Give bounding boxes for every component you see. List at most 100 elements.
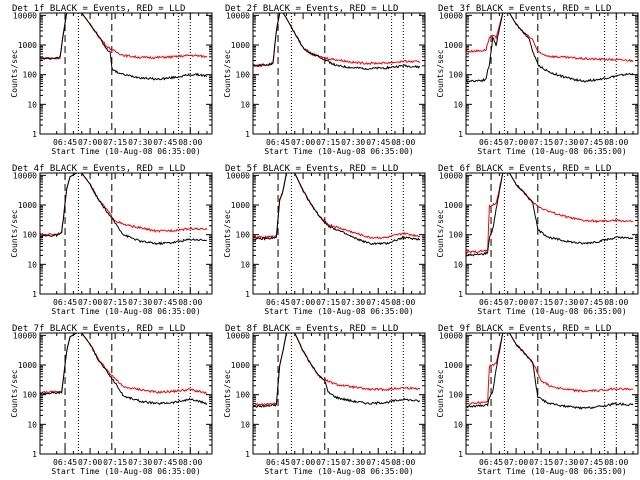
lld-series-line: [253, 13, 421, 68]
y-tick-label: 100: [236, 71, 251, 80]
y-tick-label: 100: [23, 71, 38, 80]
x-tick-label: 06:45: [479, 458, 503, 467]
y-tick-label: 1: [245, 290, 250, 299]
y-tick-label: 1000: [231, 201, 250, 210]
detector-panel: Det_5f BLACK = Events, RED = LLD 1 10 100 10…: [223, 164, 426, 316]
x-tick-label: 07:00: [291, 298, 315, 307]
x-axis-label: Start Time (10-Aug-08 06:35:00): [264, 467, 413, 476]
events-series-line: [253, 13, 421, 71]
y-tick-label: 1: [458, 130, 463, 139]
y-tick-label: 100: [236, 391, 251, 400]
events-series-line: [466, 333, 634, 411]
x-tick-label: 07:30: [341, 458, 365, 467]
x-tick-label: 08:00: [604, 458, 628, 467]
y-tick-label: 1: [458, 450, 463, 459]
lld-series-line: [466, 173, 634, 255]
panel-title: Det_1f BLACK = Events, RED = LLD: [12, 4, 185, 14]
detector-panel: Det_3f BLACK = Events, RED = LLD 1 10 100 10…: [436, 4, 639, 156]
y-tick-label: 10000: [13, 331, 37, 340]
x-tick-label: 06:45: [53, 138, 77, 147]
y-tick-label: 1000: [231, 41, 250, 50]
x-tick-label: 06:45: [479, 298, 503, 307]
x-tick-label: 07:30: [128, 138, 152, 147]
detector-panel: Det_9f BLACK = Events, RED = LLD 1 10 100 10…: [436, 324, 639, 476]
x-tick-label: 08:00: [604, 138, 628, 147]
x-tick-label: 07:00: [78, 138, 102, 147]
y-tick-label: 100: [449, 71, 464, 80]
x-tick-label: 07:45: [366, 298, 390, 307]
x-tick-label: 07:15: [529, 298, 553, 307]
plot-frame: [465, 172, 639, 295]
panel-title: Det_9f BLACK = Events, RED = LLD: [438, 324, 611, 334]
x-tick-label: 06:45: [266, 458, 290, 467]
y-tick-label: 1000: [231, 361, 250, 370]
detector-panel: Det_7f BLACK = Events, RED = LLD 1 10 100 10…: [10, 324, 213, 476]
x-axis-label: Start Time (10-Aug-08 06:35:00): [51, 147, 200, 156]
x-tick-label: 06:45: [266, 298, 290, 307]
y-tick-label: 10: [240, 100, 250, 109]
x-tick-label: 07:15: [529, 458, 553, 467]
y-axis-label: Counts/sec: [436, 369, 445, 417]
x-tick-label: 06:45: [479, 138, 503, 147]
y-tick-label: 1: [458, 290, 463, 299]
plot-frame: [252, 332, 426, 455]
x-tick-label: 07:15: [103, 298, 127, 307]
y-tick-label: 100: [236, 231, 251, 240]
detector-panel: Det_6f BLACK = Events, RED = LLD 1 10 100 10…: [436, 164, 639, 316]
x-axis-label: Start Time (10-Aug-08 06:35:00): [51, 467, 200, 476]
x-tick-label: 07:30: [341, 298, 365, 307]
y-tick-label: 10000: [13, 11, 37, 20]
x-axis-label: Start Time (10-Aug-08 06:35:00): [477, 147, 626, 156]
panel-title: Det_4f BLACK = Events, RED = LLD: [12, 164, 185, 174]
x-tick-label: 07:00: [504, 298, 528, 307]
events-series-line: [253, 173, 421, 246]
x-tick-label: 07:00: [78, 298, 102, 307]
x-tick-label: 07:00: [291, 138, 315, 147]
detector-panel: Det_2f BLACK = Events, RED = LLD 1 10 100 10…: [223, 4, 426, 156]
y-axis-label: Counts/sec: [223, 209, 232, 257]
y-tick-label: 10000: [439, 331, 463, 340]
y-tick-label: 10: [240, 420, 250, 429]
detector-panel: Det_4f BLACK = Events, RED = LLD 1 10 100 10…: [10, 164, 213, 316]
plot-frame: [252, 172, 426, 295]
x-tick-label: 06:45: [53, 298, 77, 307]
detector-panel: Det_8f BLACK = Events, RED = LLD 1 10 100 10…: [223, 324, 426, 476]
x-tick-label: 08:00: [178, 138, 202, 147]
x-tick-label: 07:45: [366, 458, 390, 467]
y-tick-label: 100: [449, 231, 464, 240]
x-tick-label: 07:45: [579, 298, 603, 307]
x-tick-label: 07:15: [316, 458, 340, 467]
x-tick-label: 07:30: [554, 138, 578, 147]
detector-panel: Det_1f BLACK = Events, RED = LLD 1 10 100 10…: [10, 4, 213, 156]
x-tick-label: 07:00: [291, 458, 315, 467]
y-tick-label: 10000: [439, 171, 463, 180]
x-axis-label: Start Time (10-Aug-08 06:35:00): [264, 147, 413, 156]
x-axis-label: Start Time (10-Aug-08 06:35:00): [477, 467, 626, 476]
panel-title: Det_5f BLACK = Events, RED = LLD: [225, 164, 398, 174]
x-tick-label: 07:30: [341, 138, 365, 147]
x-tick-label: 07:45: [579, 138, 603, 147]
x-tick-label: 08:00: [178, 458, 202, 467]
panel-title: Det_2f BLACK = Events, RED = LLD: [225, 4, 398, 14]
y-axis-label: Counts/sec: [223, 369, 232, 417]
y-tick-label: 10: [453, 100, 463, 109]
x-tick-label: 07:00: [504, 138, 528, 147]
x-tick-label: 06:45: [53, 458, 77, 467]
plot-frame: [39, 172, 213, 295]
events-series-line: [40, 333, 208, 406]
x-tick-label: 08:00: [391, 138, 415, 147]
y-tick-label: 1: [32, 290, 37, 299]
y-axis-label: Counts/sec: [436, 209, 445, 257]
y-tick-label: 1: [245, 450, 250, 459]
plot-frame: [39, 332, 213, 455]
y-tick-label: 10: [27, 100, 37, 109]
x-tick-label: 07:30: [128, 298, 152, 307]
events-series-line: [466, 13, 634, 83]
y-tick-label: 100: [449, 391, 464, 400]
x-tick-label: 07:45: [153, 138, 177, 147]
x-tick-label: 07:45: [153, 458, 177, 467]
y-tick-label: 1000: [444, 201, 463, 210]
y-tick-label: 1: [32, 450, 37, 459]
events-series-line: [40, 173, 208, 246]
y-tick-label: 10000: [439, 11, 463, 20]
